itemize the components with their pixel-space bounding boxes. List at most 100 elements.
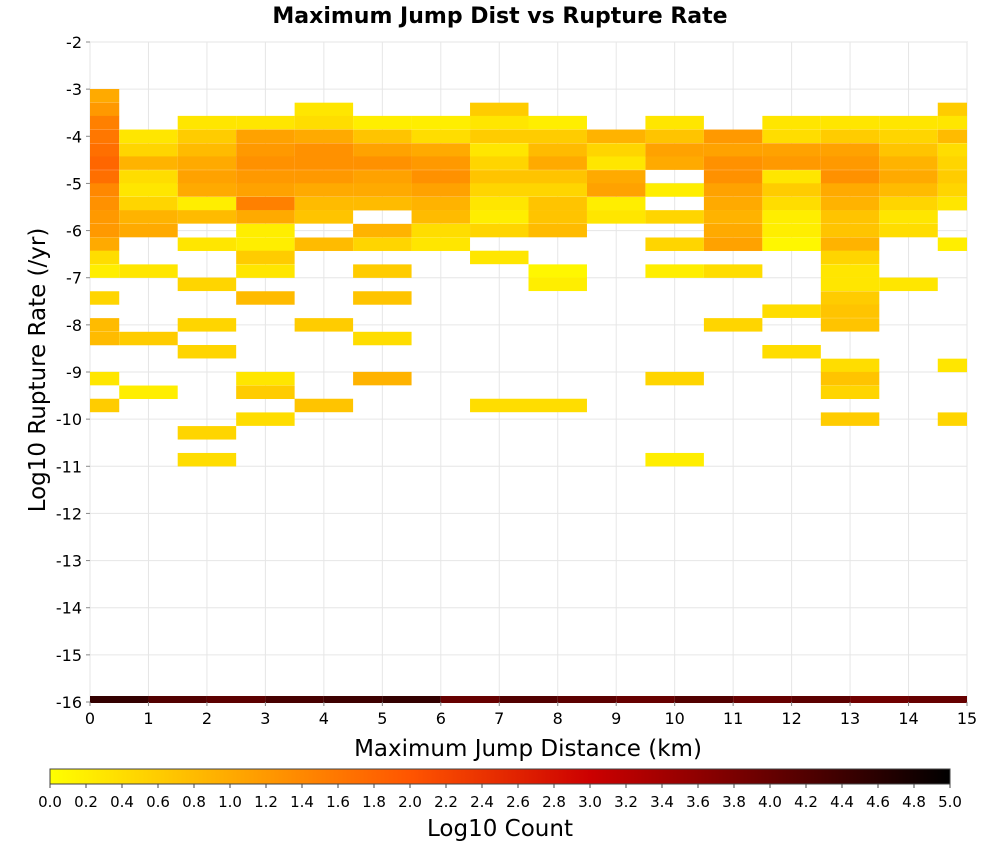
x-tick-label: 10: [664, 709, 684, 728]
heatmap-cell: [528, 277, 587, 292]
heatmap-cell: [353, 143, 412, 157]
colorbar-tick-label: 2.4: [470, 793, 494, 811]
heatmap-cell: [879, 277, 938, 292]
heatmap-cell: [353, 331, 412, 346]
x-tick-label: 6: [436, 709, 446, 728]
colorbar-tick-label: 3.8: [722, 793, 746, 811]
heatmap-cell: [528, 115, 587, 130]
heatmap-cell: [937, 170, 967, 184]
heatmap-cell: [470, 156, 529, 170]
heatmap-cell: [236, 371, 295, 386]
heatmap-cell: [90, 331, 120, 346]
x-tick-label: 15: [957, 709, 977, 728]
heatmap-cell: [236, 210, 295, 224]
heatmap-cell: [528, 210, 587, 224]
heatmap-cell: [236, 250, 295, 265]
y-tick-label: -4: [66, 127, 82, 146]
heatmap-cell: [703, 183, 763, 197]
heatmap-cell: [820, 183, 880, 197]
x-tick-label: 2: [202, 709, 212, 728]
heatmap-cell: [586, 156, 646, 170]
bottom-row-cell: [90, 696, 149, 703]
heatmap-cell: [937, 143, 967, 157]
heatmap-cell: [119, 331, 178, 346]
colorbar-tick-label: 2.6: [506, 793, 530, 811]
y-tick-label: -6: [66, 222, 82, 241]
heatmap-cell: [762, 237, 821, 251]
x-tick-label: 9: [611, 709, 621, 728]
heatmap-cell: [353, 156, 412, 170]
heatmap-cell: [937, 156, 967, 170]
heatmap-cell: [236, 237, 295, 251]
bottom-row-cell: [440, 696, 500, 703]
colorbar-tick-label: 2.2: [434, 793, 458, 811]
heatmap-cell: [645, 156, 704, 170]
heatmap-cell: [353, 196, 412, 211]
heatmap-cell: [762, 115, 821, 130]
heatmap-cell: [703, 223, 763, 238]
heatmap-cell: [90, 371, 120, 386]
heatmap-cell: [294, 102, 354, 117]
heatmap-cell: [762, 183, 821, 197]
heatmap-cell: [937, 183, 967, 197]
heatmap-cell: [236, 291, 295, 305]
heatmap-cell: [119, 156, 178, 170]
heatmap-cell: [937, 358, 967, 373]
x-tick-label: 4: [319, 709, 329, 728]
bottom-row-cell: [616, 696, 675, 703]
heatmap-cell: [820, 264, 880, 278]
heatmap-cell: [586, 210, 646, 224]
heatmap-cell: [353, 223, 412, 238]
chart-title: Maximum Jump Dist vs Rupture Rate: [272, 4, 727, 29]
x-tick-label: 0: [85, 709, 95, 728]
colorbar-tick-label: 1.4: [290, 793, 314, 811]
heatmap-cell: [820, 371, 880, 386]
x-tick-label: 7: [494, 709, 504, 728]
heatmap-cell: [820, 385, 880, 400]
x-tick-label: 14: [898, 709, 918, 728]
heatmap-cell: [762, 344, 821, 359]
x-axis-ticks: 0 1 2 3 4 5 6 7 8 9 10 11 12 13 14 15: [85, 702, 977, 728]
heatmap-cell: [528, 196, 587, 211]
heatmap-cell: [645, 452, 704, 467]
heatmap-cell: [90, 318, 120, 332]
heatmap-cell: [177, 210, 237, 224]
heatmap-cell: [937, 412, 967, 426]
heatmap-cell: [820, 156, 880, 170]
heatmap-cell: [528, 129, 587, 144]
heatmap-cell: [820, 196, 880, 211]
heatmap-cell: [294, 210, 354, 224]
colorbar-tick-label: 5.0: [938, 793, 962, 811]
heatmap-cell: [879, 156, 938, 170]
heatmap-cell: [528, 170, 587, 184]
heatmap-cell: [294, 183, 354, 197]
heatmap-cell: [177, 426, 237, 440]
colorbar-tick-label: 2.8: [542, 793, 566, 811]
heatmap-cell: [353, 170, 412, 184]
heatmap-cell: [703, 237, 763, 251]
colorbar-tick-label: 1.2: [254, 793, 278, 811]
heatmap-cell: [411, 183, 471, 197]
heatmap-cell: [236, 412, 295, 426]
x-tick-label: 11: [723, 709, 743, 728]
heatmap-cell: [645, 237, 704, 251]
heatmap-cell: [586, 183, 646, 197]
heatmap-cell: [586, 196, 646, 211]
y-tick-label: -3: [66, 80, 82, 99]
heatmap-cell: [119, 183, 178, 197]
colorbar-tick-label: 0.2: [74, 793, 98, 811]
heatmap-cell: [90, 250, 120, 265]
heatmap-cell: [586, 170, 646, 184]
heatmap-cell: [411, 143, 471, 157]
heatmap-cell: [236, 129, 295, 144]
heatmap-cell: [119, 143, 178, 157]
bottom-row-cell: [850, 696, 909, 703]
bottom-row-cell: [791, 696, 851, 703]
heatmap-cell: [762, 223, 821, 238]
heatmap-cell: [645, 210, 704, 224]
heatmap-cell: [90, 89, 120, 103]
heatmap-cell: [528, 156, 587, 170]
heatmap-cell: [353, 183, 412, 197]
heatmap-cell: [90, 156, 120, 170]
colorbar-tick-label: 3.4: [650, 793, 674, 811]
